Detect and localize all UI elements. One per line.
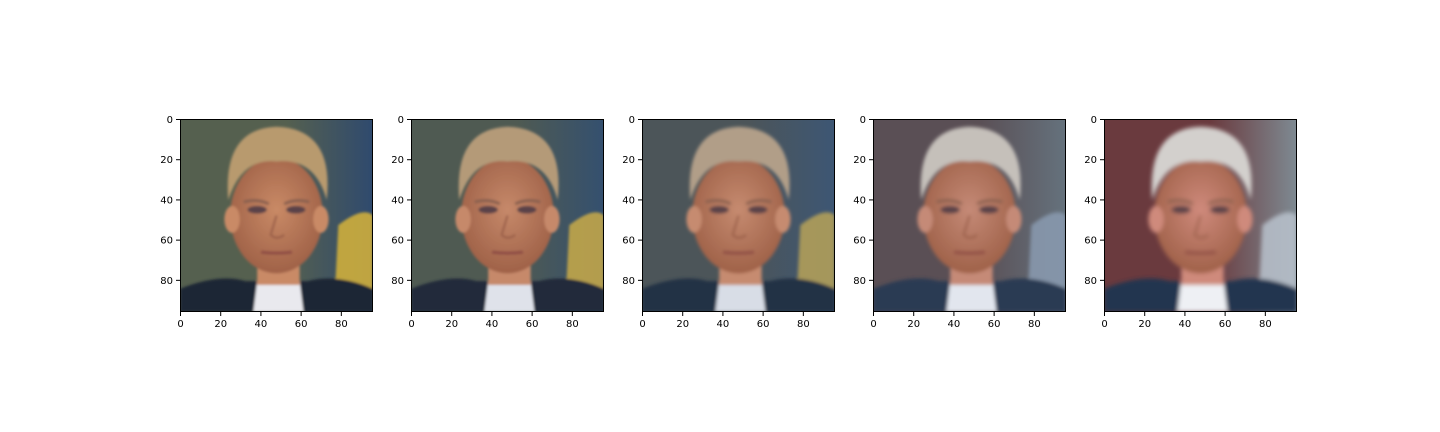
- x-tick-label: 40: [948, 319, 961, 330]
- y-tick-label: 60: [853, 236, 866, 247]
- x-tick-label: 80: [797, 319, 810, 330]
- y-tick-label: 80: [1084, 276, 1097, 287]
- x-tick-label: 60: [295, 319, 308, 330]
- axes-frame: [411, 119, 604, 312]
- y-tick-label: 80: [160, 276, 173, 287]
- x-tick-label: 40: [717, 319, 730, 330]
- y-tick-label: 0: [860, 115, 866, 126]
- y-tick-label: 60: [1084, 236, 1097, 247]
- x-tick-label: 20: [214, 319, 227, 330]
- x-tick-label: 0: [408, 319, 414, 330]
- face-image: [1104, 119, 1297, 312]
- y-tick-label: 0: [629, 115, 635, 126]
- subplot-2: 0 20 40 60 80 0 20 40 60 80: [391, 115, 604, 330]
- x-tick-label: 60: [1219, 319, 1232, 330]
- x-tick-label: 40: [486, 319, 499, 330]
- y-tick-label: 40: [391, 195, 404, 206]
- subplot-5: 0 20 40 60 80 0 20 40 60 80: [1084, 115, 1297, 330]
- x-tick-label: 20: [907, 319, 920, 330]
- y-tick-label: 80: [391, 276, 404, 287]
- subplot-3: 0 20 40 60 80 0 20 40 60 80: [622, 115, 835, 330]
- x-tick-label: 60: [757, 319, 770, 330]
- y-tick-label: 40: [160, 195, 173, 206]
- subplot-4: 0 20 40 60 80 0 20 40 60 80: [853, 115, 1066, 330]
- y-tick-label: 20: [622, 155, 635, 166]
- y-tick-label: 0: [167, 115, 173, 126]
- x-tick-label: 80: [1028, 319, 1041, 330]
- y-tick-label: 60: [622, 236, 635, 247]
- y-tick-label: 40: [1084, 195, 1097, 206]
- x-tick-label: 0: [639, 319, 645, 330]
- subplot-1: 0 20 40 60 80 0 20 40 60 80: [160, 115, 373, 330]
- y-tick-label: 40: [853, 195, 866, 206]
- x-tick-label: 0: [870, 319, 876, 330]
- y-tick-label: 40: [622, 195, 635, 206]
- x-tick-label: 0: [1101, 319, 1107, 330]
- y-tick-label: 20: [1084, 155, 1097, 166]
- face-image: [642, 119, 835, 312]
- axes-frame: [1104, 119, 1297, 312]
- x-tick-label: 40: [1179, 319, 1192, 330]
- x-tick-label: 40: [255, 319, 268, 330]
- y-tick-label: 80: [853, 276, 866, 287]
- x-tick-label: 80: [1259, 319, 1272, 330]
- axes-frame: [642, 119, 835, 312]
- x-tick-label: 60: [526, 319, 539, 330]
- x-tick-label: 20: [445, 319, 458, 330]
- y-tick-label: 60: [160, 236, 173, 247]
- y-tick-label: 60: [391, 236, 404, 247]
- y-tick-label: 0: [398, 115, 404, 126]
- y-tick-label: 20: [853, 155, 866, 166]
- y-tick-label: 20: [391, 155, 404, 166]
- face-image: [180, 119, 373, 312]
- x-tick-label: 20: [676, 319, 689, 330]
- x-tick-label: 20: [1138, 319, 1151, 330]
- y-tick-label: 0: [1091, 115, 1097, 126]
- y-tick-label: 80: [622, 276, 635, 287]
- face-image: [873, 119, 1066, 312]
- x-tick-label: 80: [566, 319, 579, 330]
- face-image: [411, 119, 604, 312]
- y-tick-label: 20: [160, 155, 173, 166]
- axes-frame: [873, 119, 1066, 312]
- x-tick-label: 80: [335, 319, 348, 330]
- axes-frame: [180, 119, 373, 312]
- x-tick-label: 60: [988, 319, 1001, 330]
- x-tick-label: 0: [177, 319, 183, 330]
